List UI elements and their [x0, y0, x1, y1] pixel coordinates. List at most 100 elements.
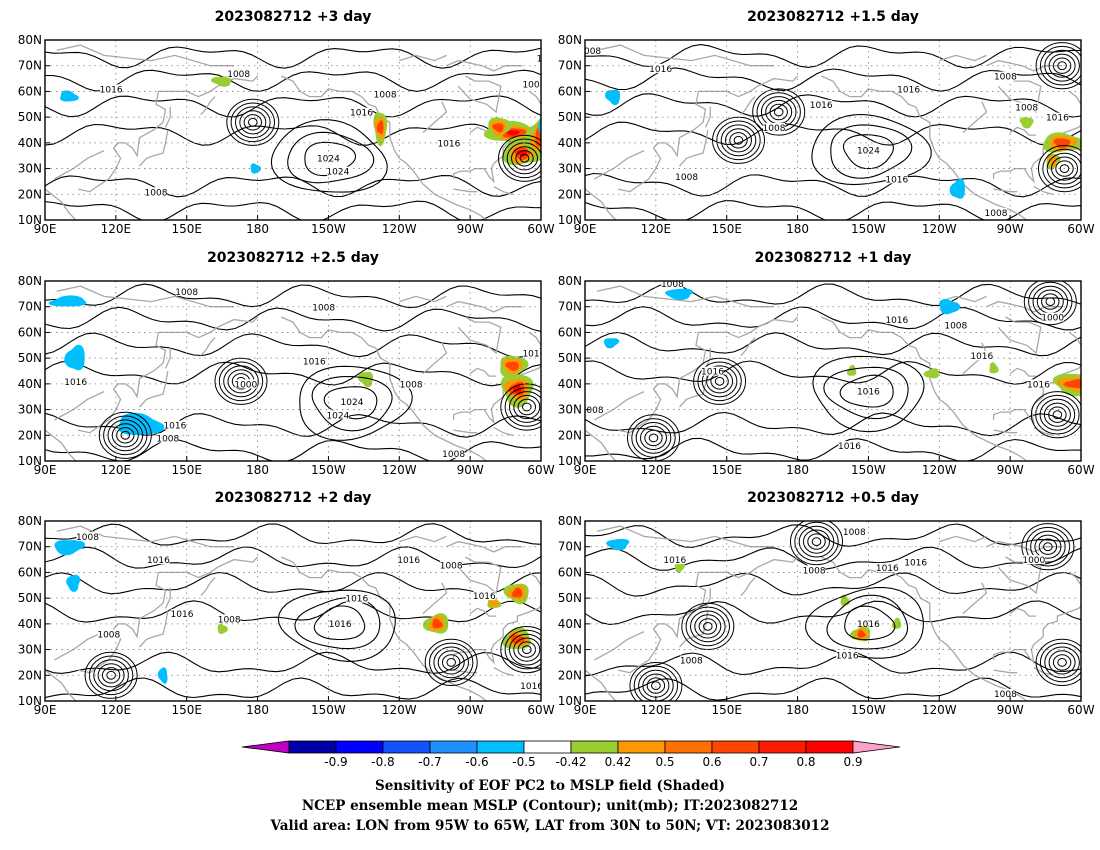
contour-label: 1016 [701, 368, 724, 378]
low-pressure-contour [504, 629, 541, 670]
contour-labels: 1008 1016 1008 1016 1016 1016 1008 1016 1000 1016 [585, 281, 1064, 452]
colorbar-min-arrow [241, 740, 290, 754]
sensitivity-area [48, 295, 87, 307]
x-tick-label: 150W [311, 222, 346, 236]
contour-labels: 1008 1008 1016 1016 1008 1024 1016 1008 1008 1000… [64, 286, 541, 460]
low-pressure-contour [1041, 293, 1060, 310]
map-frame [44, 280, 542, 462]
contour-label: 1008 [97, 631, 120, 641]
low-pressure-contour [716, 120, 761, 161]
y-tick-label: 30N [558, 403, 582, 417]
contour-label: 1016 [520, 682, 543, 692]
x-tick-label: 120E [641, 222, 672, 236]
sensitivity-area [432, 618, 443, 629]
sensitivity-area [250, 163, 261, 174]
coastline [596, 285, 774, 308]
y-tick-label: 60N [18, 565, 42, 579]
low-pressure-contour [1052, 410, 1063, 420]
coastline [457, 316, 502, 355]
sensitivity-area [949, 178, 965, 199]
y-tick-label: 60N [558, 84, 582, 98]
colorbar-swatch [758, 740, 807, 754]
coastline [1080, 45, 1081, 47]
low-pressure-contour [697, 361, 742, 402]
contour-label: 1016 [147, 556, 170, 566]
low-pressure-contour [1048, 406, 1067, 423]
sensitivity-area [492, 123, 504, 133]
contour-label: 1016 [345, 595, 368, 605]
contour-label: 1024 [326, 168, 349, 178]
coastline [452, 90, 541, 184]
contour-label: 1016 [171, 610, 194, 620]
coastlines [585, 525, 1081, 701]
low-pressure-contour [698, 618, 718, 635]
x-tick-label: 90E [574, 703, 597, 717]
coastline [1033, 186, 1053, 195]
low-pressure-contour [218, 361, 264, 402]
y-tick-label: 50N [558, 351, 582, 365]
panel-title: 2023082712 +2 day [215, 490, 372, 506]
coastline [939, 295, 987, 303]
low-pressure-contour [769, 103, 788, 121]
low-pressure-contour [712, 116, 765, 164]
x-tick-label: 120W [922, 222, 957, 236]
coastline [280, 316, 488, 461]
high-center-label: 1024 [317, 154, 340, 164]
y-tick-label: 50N [18, 110, 42, 124]
contour-label: 1008 [218, 615, 241, 625]
low-pressure-contour [107, 419, 144, 452]
low-pressure-contour [101, 667, 121, 684]
map-frame [584, 39, 1082, 221]
y-tick-label: 30N [18, 162, 42, 176]
pressure-contours-zonal [45, 46, 541, 220]
coastline [469, 607, 497, 617]
coastline [54, 150, 105, 180]
y-tick-label: 60N [18, 84, 42, 98]
x-tick-label: 150E [711, 463, 742, 477]
low-pressure-contour [446, 658, 457, 667]
sensitivity-area [674, 562, 685, 573]
contour-label: 1016 [1027, 380, 1050, 390]
x-tick-label: 60W [527, 222, 554, 236]
high-center-label: 1024 [341, 398, 364, 408]
low-pressure-contour [223, 365, 259, 398]
high-pressure-contour [823, 366, 909, 420]
low-pressure-contour [429, 642, 474, 683]
sensitivity-area [54, 540, 85, 556]
coastline [679, 610, 709, 648]
low-pressure-contour [1039, 398, 1076, 431]
sensitivity-area [505, 130, 520, 136]
sensitivity-area [538, 117, 541, 135]
pressure-contours-zonal [45, 523, 541, 700]
y-tick-label: 40N [558, 136, 582, 150]
axes: 90E 120E 150E 180 150W 120W 90W 60W 10N 20N 30N 40N… [558, 274, 1095, 477]
contour-label: 1008 [400, 380, 423, 390]
low-pressure-contour [437, 650, 465, 675]
coastline [56, 525, 234, 548]
x-tick-label: 120E [101, 703, 132, 717]
contour-label: 1024 [326, 411, 349, 421]
isobar [45, 523, 541, 546]
coastline [453, 188, 478, 193]
coastline [399, 54, 447, 62]
contour-label: 1008 [1015, 103, 1038, 113]
x-tick-label: 120W [922, 703, 957, 717]
sensitivity-area [488, 599, 500, 607]
low-pressure-contour [500, 383, 541, 431]
isobar [45, 571, 541, 595]
x-tick-label: 90W [457, 222, 484, 236]
contour-label: 1016 [649, 65, 672, 75]
sensitivity-shading [606, 538, 902, 642]
low-pressure-contour [226, 98, 280, 146]
low-pressure-contour [729, 132, 748, 149]
low-pressure-contour [243, 114, 263, 131]
x-tick-label: 90W [457, 463, 484, 477]
contour-label: 1008 [312, 303, 335, 313]
x-tick-label: 90E [34, 703, 57, 717]
low-pressure-contour [811, 537, 822, 547]
y-tick-label: 80N [18, 274, 42, 288]
coastline [77, 556, 259, 674]
contour-label: 1016 [885, 175, 908, 185]
sensitivity-area [542, 110, 555, 133]
y-tick-label: 30N [558, 643, 582, 657]
